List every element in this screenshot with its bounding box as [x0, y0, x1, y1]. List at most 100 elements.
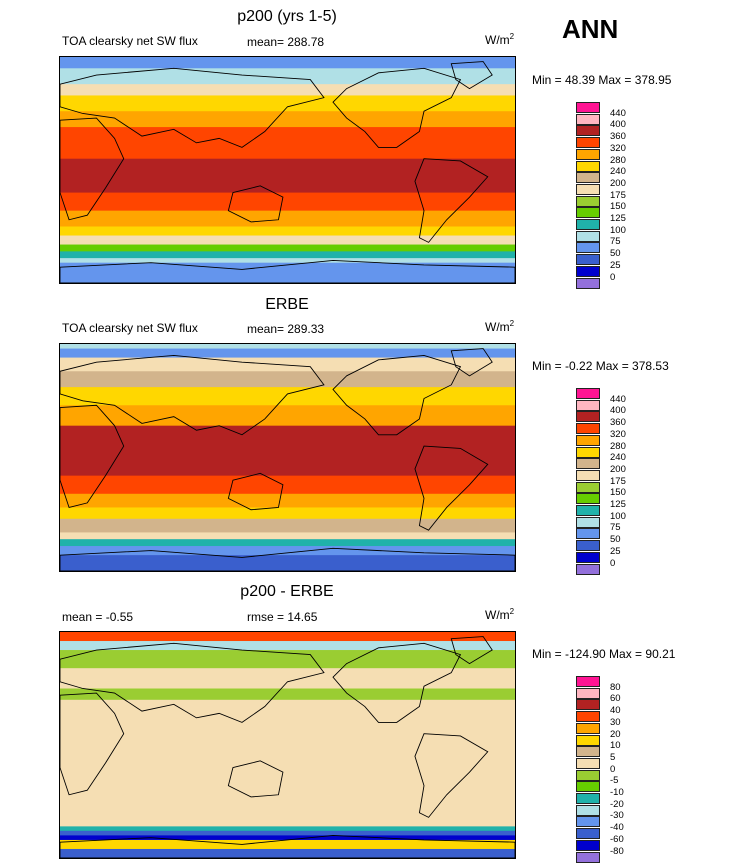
colorbar-level-label: -80	[610, 845, 624, 857]
contour-band	[60, 668, 515, 689]
colorbar-swatch	[576, 851, 600, 863]
colorbar-swatch	[576, 528, 600, 540]
panel1-bands	[60, 57, 515, 283]
contour-band	[60, 518, 515, 533]
colorbar-level-label: 400	[610, 119, 626, 131]
colorbar-level-label: 200	[610, 463, 626, 475]
contour-band	[60, 262, 515, 283]
panel2-map-svg	[60, 344, 515, 571]
colorbar-swatch	[576, 265, 600, 277]
colorbar-swatch	[576, 207, 600, 219]
contour-band	[60, 835, 515, 841]
contour-band	[60, 688, 515, 701]
coastline	[60, 259, 515, 283]
colorbar-level-label: 50	[610, 534, 621, 546]
coastline	[414, 158, 489, 243]
contour-band	[60, 848, 515, 858]
colorbar-level-label: 280	[610, 154, 626, 166]
coastline	[60, 404, 125, 508]
contour-band	[60, 127, 515, 160]
panel2-units: W/m2	[485, 319, 515, 334]
panel3-coastlines	[60, 636, 515, 858]
coastline	[332, 354, 462, 436]
colorbar-level-label: 10	[610, 740, 621, 752]
colorbar-level-label: 175	[610, 189, 626, 201]
colorbar-level-label: -10	[610, 787, 624, 798]
colorbar-level-label: 240	[610, 452, 626, 464]
colorbar-swatch	[576, 399, 600, 411]
colorbar-level-label: 150	[610, 487, 626, 499]
contour-band	[60, 111, 515, 128]
contour-band	[60, 387, 515, 406]
colorbar-level-label: 60	[610, 693, 621, 705]
contour-band	[60, 57, 515, 69]
coastline	[60, 354, 325, 436]
panel2-colorbar: 440 400 360 320 280 240 200 175 150 125 100 75 50 25 0	[576, 388, 656, 575]
panel2-bands	[60, 344, 515, 571]
panel3-title: p200 - ERBE	[240, 583, 334, 600]
season-label: ANN	[562, 14, 619, 44]
colorbar-swatch	[576, 769, 600, 781]
panel1-title: p200 (yrs 1-5)	[237, 8, 337, 25]
colorbar-swatch	[576, 125, 600, 137]
colorbar-level-label: -5	[610, 775, 619, 787]
contour-band	[60, 210, 515, 227]
colorbar-level-label: -60	[610, 833, 624, 845]
colorbar-swatch	[576, 411, 600, 423]
contour-band	[60, 235, 515, 246]
colorbar-swatch	[576, 458, 600, 470]
colorbar-swatch	[576, 516, 600, 528]
contour-band	[60, 95, 515, 112]
panel2-title: ERBE	[265, 296, 309, 313]
panel1-map-svg	[60, 57, 515, 283]
colorbar-level-label: 20	[610, 728, 621, 740]
colorbar-level-label: 150	[610, 201, 626, 213]
colorbar-level-label: 5	[610, 751, 616, 763]
panel2-coastlines	[60, 348, 515, 571]
colorbar-swatch	[576, 242, 600, 254]
contour-band	[60, 348, 515, 359]
coastline	[414, 445, 489, 531]
colorbar-swatch	[576, 230, 600, 242]
colorbar-level-label: 360	[610, 417, 626, 429]
panel2-map	[59, 343, 516, 572]
contour-band	[60, 84, 515, 96]
colorbar-swatch	[576, 102, 600, 113]
colorbar-level-label: 100	[610, 510, 626, 522]
colorbar-level-label: 280	[610, 440, 626, 452]
colorbar-swatch	[576, 816, 600, 828]
colorbar-level-label: 125	[610, 499, 626, 510]
coastline	[450, 348, 493, 377]
colorbar-level-label: 440	[610, 107, 626, 119]
colorbar-swatch	[576, 722, 600, 734]
colorbar-level-label: 360	[610, 131, 626, 143]
colorbar-swatch	[576, 160, 600, 172]
contour-band	[60, 475, 515, 495]
colorbar-level-label: 320	[610, 142, 626, 154]
contour-band	[60, 555, 515, 571]
panel3-rmse-label: rmse = 14.65	[247, 610, 318, 624]
panel3-mean-label: mean = -0.55	[62, 610, 134, 624]
colorbar-level-label: 50	[610, 248, 621, 260]
colorbar-level-label: 75	[610, 236, 621, 248]
panel3-minmax: Min = -124.90 Max = 90.21	[532, 647, 676, 661]
coastline	[414, 733, 489, 818]
colorbar-level-label: 0	[610, 557, 616, 569]
colorbar-swatch	[576, 505, 600, 516]
panel2-variable-label: TOA clearsky net SW flux	[62, 321, 198, 335]
colorbar-swatch	[576, 254, 600, 266]
colorbar-swatch	[576, 423, 600, 435]
coastline	[60, 547, 515, 571]
contour-band	[60, 546, 515, 556]
colorbar-swatch	[576, 793, 600, 804]
contour-band	[60, 830, 515, 836]
contour-band	[60, 405, 515, 427]
colorbar-swatch	[576, 804, 600, 816]
coastline	[227, 472, 284, 511]
contour-band	[60, 539, 515, 547]
colorbar-swatch	[576, 446, 600, 458]
colorbar-swatch	[576, 469, 600, 481]
colorbar-level-label: 240	[610, 166, 626, 178]
contour-band	[60, 192, 515, 212]
contour-band	[60, 632, 515, 642]
